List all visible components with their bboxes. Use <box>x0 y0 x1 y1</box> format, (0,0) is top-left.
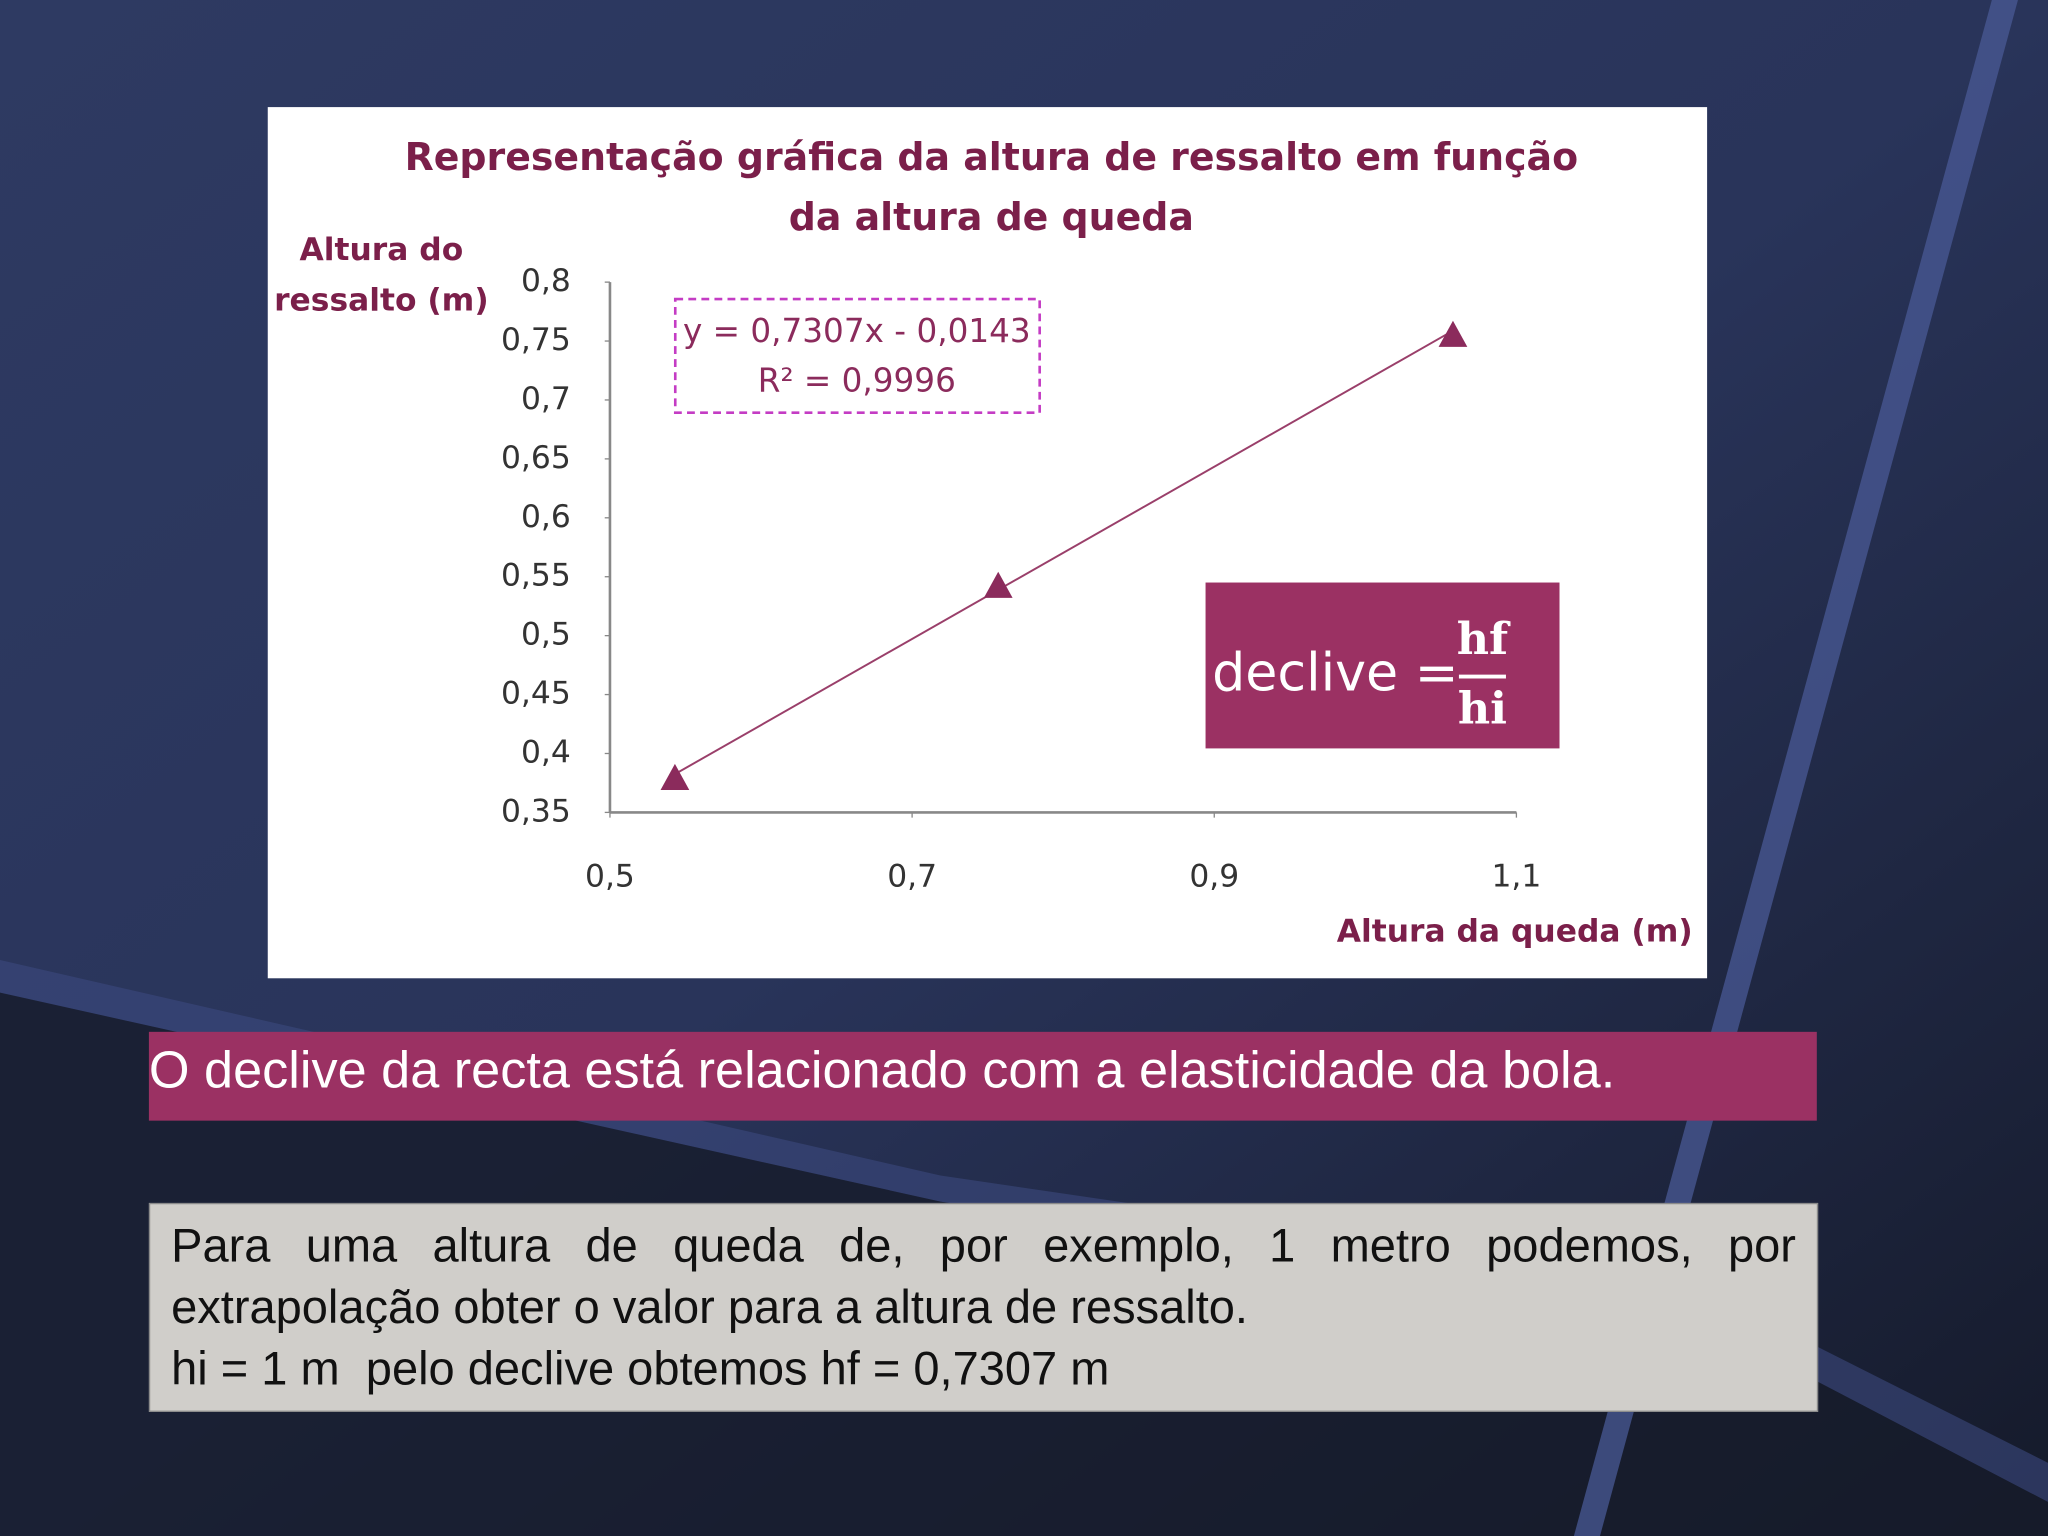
example-line: hi = 1 m pelo declive obtemos hf = 0,730… <box>171 1341 1110 1395</box>
chart-title: Representação gráfica da altura de ressa… <box>405 135 1579 179</box>
slope-formula: declive = <box>1212 644 1458 704</box>
x-tick-label: 0,5 <box>585 859 635 895</box>
data-point <box>983 571 1013 598</box>
y-axis-label: ressalto (m) <box>274 283 489 319</box>
banner-text: O declive da recta está relacionado com … <box>149 1041 1615 1099</box>
paragraph: Para uma altura de queda de, por exemplo… <box>171 1218 1809 1334</box>
y-tick-label: 0,6 <box>521 499 571 535</box>
x-axis-label: Altura da queda (m) <box>1337 914 1693 950</box>
trendline <box>674 329 1454 775</box>
banner <box>148 1031 1817 1121</box>
background-stripe <box>1573 0 2018 1536</box>
y-tick-label: 0,5 <box>521 617 571 653</box>
y-tick-label: 0,55 <box>501 558 571 594</box>
slope-numerator: hf <box>1457 613 1511 665</box>
y-tick-label: 0,65 <box>501 440 571 476</box>
slope-denominator: hi <box>1458 682 1507 734</box>
trendline-equation: y = 0,7307x - 0,0143 <box>683 312 1031 350</box>
y-tick-label: 0,35 <box>501 793 571 829</box>
y-tick-label: 0,75 <box>501 322 571 358</box>
chart-title: da altura de queda <box>789 195 1194 239</box>
data-point <box>660 763 690 790</box>
y-tick-label: 0,45 <box>501 676 571 712</box>
chart-panel <box>267 107 1708 979</box>
y-tick-label: 0,7 <box>521 381 571 417</box>
x-tick-label: 1,1 <box>1491 859 1541 895</box>
x-tick-label: 0,9 <box>1189 859 1239 895</box>
slope-box <box>1205 582 1560 749</box>
y-tick-label: 0,8 <box>521 263 571 299</box>
equation-box <box>673 297 1041 415</box>
data-point <box>1438 320 1468 347</box>
trendline-r2: R² = 0,9996 <box>758 362 956 400</box>
y-axis-label: Altura do <box>300 232 464 268</box>
y-tick-label: 0,4 <box>521 734 571 770</box>
x-tick-label: 0,7 <box>887 859 937 895</box>
text-box: Para uma altura de queda de, por exemplo… <box>148 1202 1819 1412</box>
